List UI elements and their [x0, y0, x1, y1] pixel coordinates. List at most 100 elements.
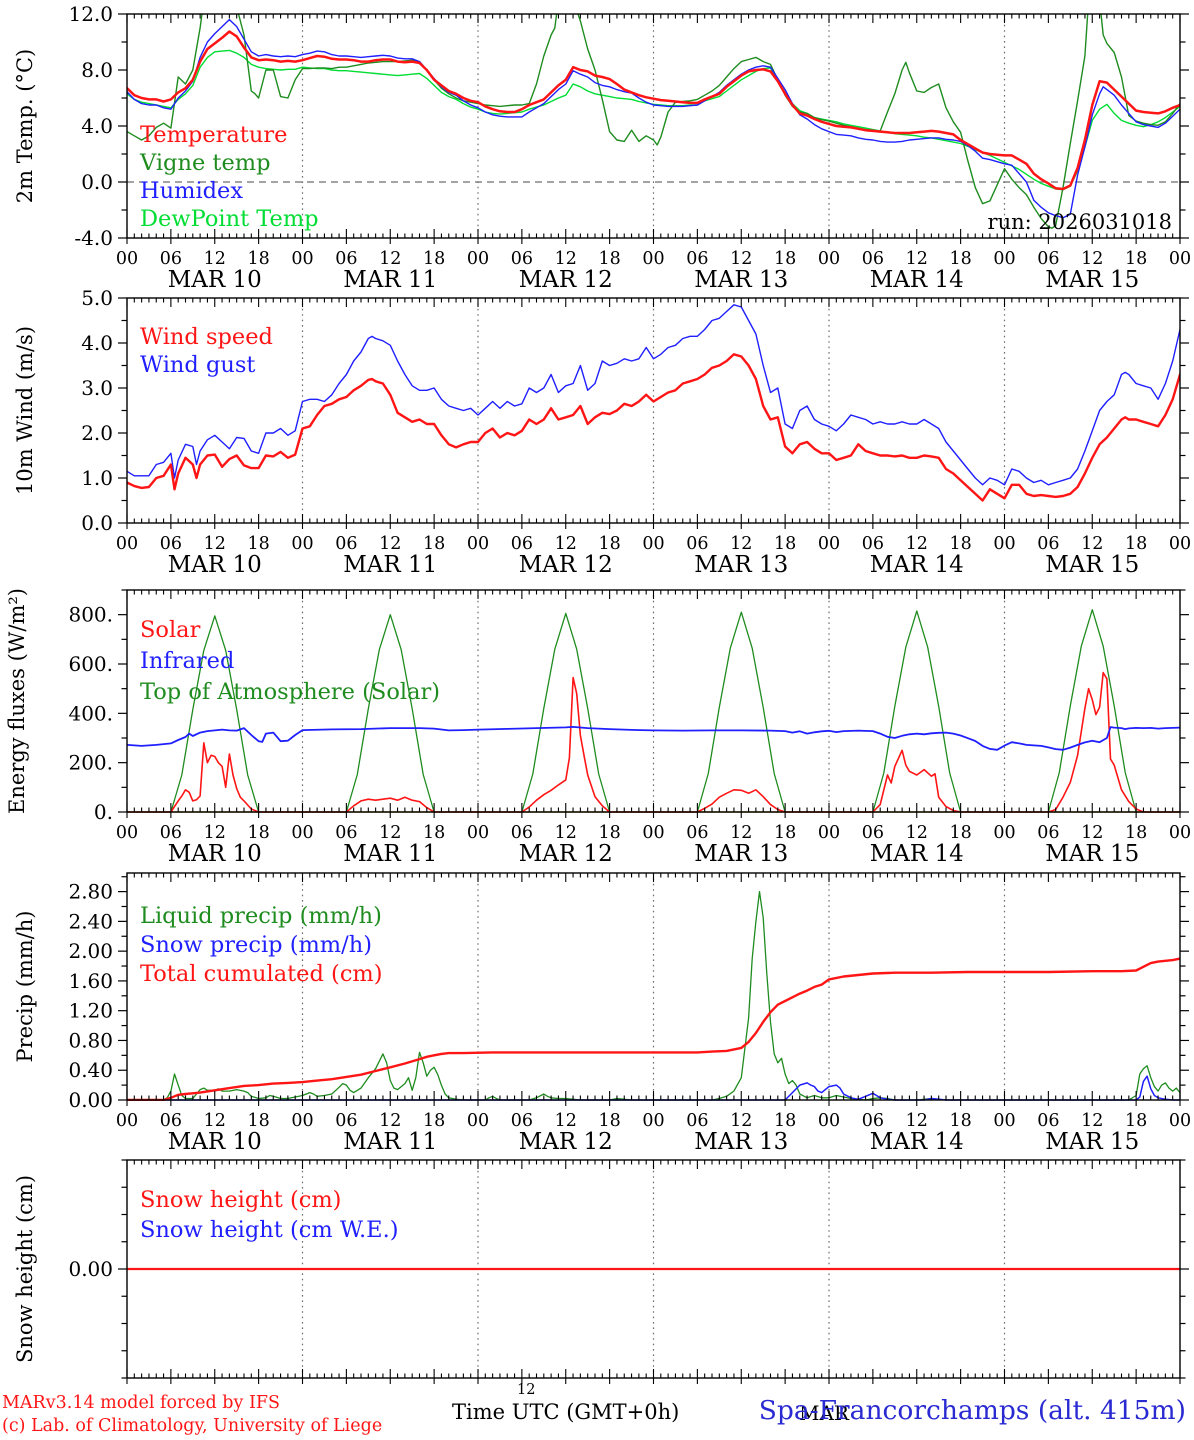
- model-credit-line1: MARv3.14 model forced by IFS: [2, 1393, 280, 1413]
- ytick-label: 400.: [68, 701, 113, 725]
- legend-snow-height-cm-: Snow height (cm): [140, 1187, 341, 1213]
- xtick-label: 12: [204, 823, 226, 843]
- xtick-label: 00: [467, 823, 489, 843]
- xtick-label: 12: [204, 534, 226, 554]
- xtick-label: 06: [511, 534, 533, 554]
- legend-solar: Solar: [140, 617, 201, 643]
- day-label: MAR 13: [694, 552, 788, 578]
- xtick-label: 00: [993, 823, 1015, 843]
- ytick-label: 0.0: [81, 170, 113, 194]
- xtick-label: 00: [1169, 249, 1191, 269]
- xtick-label: 06: [511, 249, 533, 269]
- day-label: MAR 14: [870, 267, 964, 293]
- ytick-label: 8.0: [81, 58, 113, 82]
- xtick-label: 18: [423, 1111, 445, 1131]
- xtick-label: 12: [555, 823, 577, 843]
- series-vigne-temp: [127, 13, 1180, 229]
- xtick-label: 06: [160, 1111, 182, 1131]
- xtick-label: 06: [335, 249, 357, 269]
- xtick-label: 18: [1125, 534, 1147, 554]
- legend-total-cumulated-cm-: Total cumulated (cm): [140, 961, 383, 987]
- xtick-label: 18: [598, 823, 620, 843]
- legend-snow-precip-mm-h-: Snow precip (mm/h): [140, 932, 372, 958]
- xtick-label: 00: [467, 534, 489, 554]
- xtick-label: 00: [1169, 1111, 1191, 1131]
- xtick-label: 00: [1169, 534, 1191, 554]
- xtick-label: 12: [379, 1111, 401, 1131]
- ytick-label: 3.0: [81, 376, 113, 400]
- day-label: MAR 11: [343, 267, 437, 293]
- xtick-label: 00: [116, 534, 138, 554]
- ytick-label: 1.20: [68, 999, 113, 1023]
- run-label: run: 2026031018: [987, 210, 1172, 234]
- series-wind-gust: [127, 304, 1180, 486]
- xtick-label: 18: [1125, 1111, 1147, 1131]
- ytick-label: 0.00: [68, 1257, 113, 1281]
- xtick-label: 00: [642, 1111, 664, 1131]
- xtick-label: 18: [247, 1111, 269, 1131]
- xtick-label: 00: [642, 534, 664, 554]
- xtick-label: 12: [906, 249, 928, 269]
- xtick-label: 00: [291, 534, 313, 554]
- ytick-label: 0.: [94, 800, 113, 824]
- series-temperature: [127, 30, 1180, 191]
- xtick-label: 00: [818, 1111, 840, 1131]
- day-label: MAR 14: [870, 841, 964, 867]
- ytick-label: 0.80: [68, 1028, 113, 1052]
- day-label: MAR 13: [694, 841, 788, 867]
- ytick-label: 600.: [68, 652, 113, 676]
- xtick-label: 12: [379, 534, 401, 554]
- xtick-label: 00: [642, 823, 664, 843]
- xtick-label: 00: [993, 1111, 1015, 1131]
- day-label: MAR 12: [519, 267, 613, 293]
- xtick-label: 00: [116, 249, 138, 269]
- xtick-label: 06: [335, 823, 357, 843]
- series-solar: [127, 671, 1180, 813]
- xtick-label: 06: [335, 1111, 357, 1131]
- xtick-label: 06: [1037, 534, 1059, 554]
- series-infrared: [127, 726, 1180, 751]
- day-label: MAR 10: [168, 552, 262, 578]
- ytick-label: 2.40: [68, 909, 113, 933]
- xtick-label: 00: [993, 534, 1015, 554]
- xtick-label: 12: [1081, 249, 1103, 269]
- xtick-label: 18: [247, 249, 269, 269]
- ytick-label: 5.0: [81, 286, 113, 310]
- day-label: MAR 12: [519, 841, 613, 867]
- xtick-label: 18: [423, 534, 445, 554]
- stray-hour-label: 12: [517, 1382, 536, 1398]
- xtick-label: 06: [1037, 823, 1059, 843]
- legend-top-of-atmosphere-solar-: Top of Atmosphere (Solar): [140, 679, 440, 705]
- xtick-label: 12: [555, 249, 577, 269]
- xtick-label: 12: [730, 1111, 752, 1131]
- ytick-label: 800.: [68, 603, 113, 627]
- xtick-label: 12: [906, 534, 928, 554]
- y-axis-title: 10m Wind (m/s): [13, 326, 37, 495]
- xtick-label: 12: [379, 249, 401, 269]
- y-axis-title: Energy fluxes (W/m²): [5, 588, 29, 814]
- day-label: MAR 13: [694, 1129, 788, 1155]
- legend-dewpoint-temp: DewPoint Temp: [140, 206, 319, 232]
- xtick-label: 12: [1081, 823, 1103, 843]
- xtick-label: 00: [291, 1111, 313, 1131]
- legend-liquid-precip-mm-h-: Liquid precip (mm/h): [140, 903, 382, 929]
- xtick-label: 06: [511, 1111, 533, 1131]
- xtick-label: 18: [247, 534, 269, 554]
- series-wind-speed: [127, 353, 1180, 502]
- xtick-label: 18: [949, 534, 971, 554]
- xtick-label: 12: [555, 534, 577, 554]
- series-humidex: [127, 18, 1180, 219]
- xtick-label: 18: [247, 823, 269, 843]
- day-label: MAR 15: [1045, 841, 1139, 867]
- day-label: MAR 10: [168, 1129, 262, 1155]
- xtick-label: 18: [949, 1111, 971, 1131]
- ytick-label: 4.0: [81, 114, 113, 138]
- model-credit-line2: (c) Lab. of Climatology, University of L…: [2, 1416, 383, 1436]
- xtick-label: 00: [993, 249, 1015, 269]
- ytick-label: 0.40: [68, 1058, 113, 1082]
- xtick-label: 06: [335, 534, 357, 554]
- xtick-label: 06: [686, 534, 708, 554]
- xtick-label: 00: [818, 534, 840, 554]
